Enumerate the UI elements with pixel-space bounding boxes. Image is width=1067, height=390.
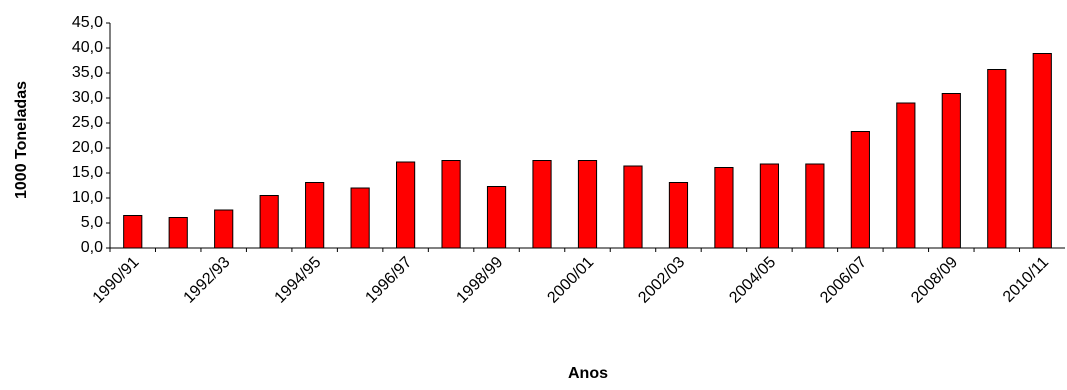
bar	[396, 161, 416, 249]
bar	[532, 160, 552, 249]
x-tick-label: 2006/07	[817, 254, 870, 307]
bar	[714, 167, 734, 249]
x-tick-label: 2010/11	[1000, 254, 1052, 306]
x-axis-title: Anos	[568, 365, 608, 382]
bar	[987, 69, 1007, 249]
bar	[805, 163, 825, 249]
bar	[486, 186, 507, 249]
bar	[123, 215, 143, 249]
bar	[577, 160, 598, 249]
bar	[305, 182, 325, 249]
bar	[441, 160, 461, 249]
x-tick-label: 2002/03	[635, 254, 688, 307]
x-tick-label: 1994/95	[272, 254, 325, 307]
bar	[350, 187, 370, 249]
x-tick-label: 2000/01	[544, 254, 597, 307]
y-tick-label: 20,0	[72, 139, 103, 156]
bar	[941, 93, 961, 249]
bar	[759, 163, 779, 249]
y-tick-label: 5,0	[81, 214, 103, 231]
x-tick-label: 1992/93	[181, 254, 234, 307]
x-tick-label: 1998/99	[453, 254, 506, 307]
y-tick-label: 10,0	[72, 189, 103, 206]
bar	[623, 165, 643, 249]
bar	[668, 182, 689, 249]
y-tick-label: 0,0	[81, 239, 103, 256]
bar	[1032, 53, 1052, 249]
x-tick-label: 2004/05	[726, 254, 779, 307]
y-axis-title: 1000 Toneladas	[13, 81, 30, 199]
y-tick-label: 35,0	[72, 64, 103, 81]
bar	[850, 131, 870, 249]
y-tick-label: 25,0	[72, 114, 103, 131]
y-tick-label: 15,0	[72, 164, 103, 181]
x-tick-label: 1996/97	[362, 254, 415, 307]
bar	[259, 195, 279, 249]
y-tick-label: 45,0	[72, 14, 103, 31]
bar	[214, 209, 234, 249]
y-tick-label: 40,0	[72, 39, 103, 56]
y-tick-label: 30,0	[72, 89, 103, 106]
bar	[168, 217, 188, 249]
x-tick-label: 1990/91	[90, 254, 143, 307]
bar	[896, 102, 916, 249]
x-tick-label: 2008/09	[908, 254, 961, 307]
